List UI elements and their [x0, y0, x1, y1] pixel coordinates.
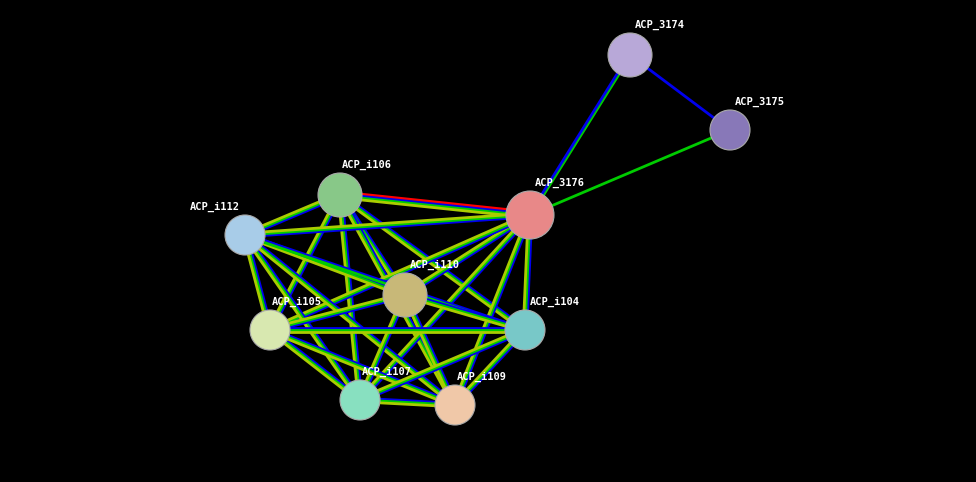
Circle shape — [608, 33, 652, 77]
Circle shape — [505, 310, 545, 350]
Circle shape — [710, 110, 750, 150]
Text: ACP_i109: ACP_i109 — [457, 372, 507, 382]
Text: ACP_3176: ACP_3176 — [535, 178, 585, 188]
Text: ACP_i105: ACP_i105 — [272, 297, 322, 307]
Text: ACP_3175: ACP_3175 — [735, 97, 785, 107]
Circle shape — [225, 215, 265, 255]
Text: ACP_i106: ACP_i106 — [342, 160, 392, 170]
Text: ACP_i107: ACP_i107 — [362, 367, 412, 377]
Text: ACP_i112: ACP_i112 — [190, 202, 240, 212]
Circle shape — [340, 380, 380, 420]
Text: ACP_3174: ACP_3174 — [635, 20, 685, 30]
Text: ACP_i104: ACP_i104 — [530, 297, 580, 307]
Circle shape — [383, 273, 427, 317]
Circle shape — [506, 191, 554, 239]
Circle shape — [435, 385, 475, 425]
Circle shape — [318, 173, 362, 217]
Circle shape — [250, 310, 290, 350]
Text: ACP_i110: ACP_i110 — [410, 260, 460, 270]
